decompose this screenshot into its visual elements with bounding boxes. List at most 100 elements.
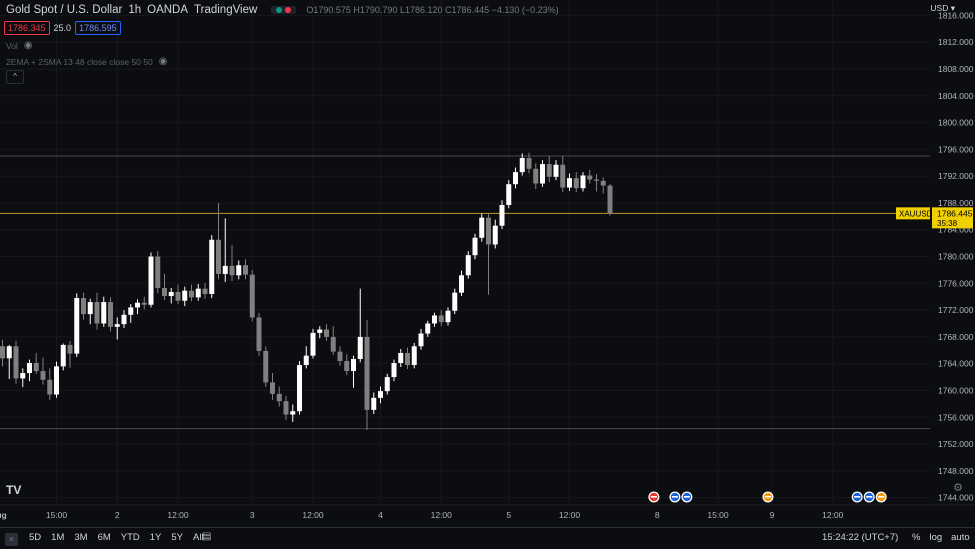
candle-body[interactable] [229,265,235,276]
candle-body[interactable] [418,333,424,347]
candle-body[interactable] [303,355,309,366]
candle-body[interactable] [330,336,336,352]
candle-body[interactable] [371,397,377,410]
candle-body[interactable] [526,158,532,169]
eye-icon[interactable]: ◉ [158,56,168,67]
candle-body[interactable] [40,371,46,380]
ma-indicator-row[interactable]: 2EMA + 2SMA 13 48 close close 50 50 ◉ [6,56,167,67]
percent-scale-toggle[interactable]: % [912,532,921,543]
candle-body[interactable] [587,175,593,180]
price-chart[interactable]: 1816.000 1812.000 1808.000 1804.000 1800.000… [0,0,975,527]
candle-body[interactable] [519,158,525,173]
candle-body[interactable] [432,315,437,324]
candle-body[interactable] [216,239,221,274]
candle-body[interactable] [465,255,471,276]
candle-body[interactable] [155,256,161,288]
auto-scale-toggle[interactable]: auto [951,532,970,543]
candle-body[interactable] [438,315,444,323]
log-scale-toggle[interactable]: log [929,532,943,543]
candle-body[interactable] [263,350,269,383]
settings-gear-icon[interactable]: ⚙ [953,482,963,494]
candle-body[interactable] [182,290,188,301]
candle-body[interactable] [243,265,248,275]
goto-date-icon[interactable]: ▤ [202,531,212,542]
interval-label[interactable]: 1h [128,4,142,16]
candle-body[interactable] [344,361,350,372]
candle-body[interactable] [445,310,451,323]
range-5d[interactable]: 5D [29,532,42,543]
candle-body[interactable] [513,172,518,185]
candle-body[interactable] [168,292,174,297]
candle-body[interactable] [135,302,140,308]
range-all[interactable]: All [193,532,204,543]
currency-menu[interactable]: USD ▾ [930,3,955,13]
candle-body[interactable] [87,302,93,315]
range-ytd[interactable]: YTD [120,532,140,543]
candle-body[interactable] [607,185,613,214]
eye-icon[interactable]: ◉ [23,40,33,51]
buy-button[interactable]: 1786.595 [75,21,121,35]
candle-body[interactable] [546,164,552,177]
collapse-indicators-button[interactable]: ^ [6,70,24,84]
candle-body[interactable] [479,217,485,238]
candle-body[interactable] [27,363,32,374]
candle-body[interactable] [492,225,498,245]
candle-body[interactable] [553,164,559,177]
candle-body[interactable] [391,363,397,378]
candle-body[interactable] [236,265,242,276]
candle-body[interactable] [141,302,147,305]
candle-body[interactable] [317,329,323,333]
candle-body[interactable] [121,314,127,325]
candle-body[interactable] [364,336,370,410]
candle-body[interactable] [222,265,228,274]
candle-body[interactable] [0,346,5,359]
candle-body[interactable] [499,204,505,226]
candle-body[interactable] [594,179,599,181]
candle-body[interactable] [290,411,296,415]
volume-indicator-row[interactable]: Vol ◉ [6,40,33,51]
candle-body[interactable] [13,346,19,379]
candle-body[interactable] [600,180,606,186]
candle-body[interactable] [398,352,404,364]
market-status[interactable] [271,6,297,14]
candle-body[interactable] [378,391,383,398]
candle-body[interactable] [148,256,154,305]
candle-body[interactable] [324,329,329,337]
candle-body[interactable] [202,288,208,295]
candle-body[interactable] [94,302,100,324]
range-3m[interactable]: 3M [74,532,88,543]
range-1m[interactable]: 1M [51,532,65,543]
candle-body[interactable] [472,237,478,256]
candle-body[interactable] [351,358,356,372]
candle-body[interactable] [425,323,431,334]
candle-body[interactable] [81,298,86,315]
candle-body[interactable] [33,363,39,372]
candle-body[interactable] [506,184,512,205]
candle-body[interactable] [6,346,12,359]
candle-body[interactable] [175,292,181,301]
candle-body[interactable] [337,351,343,362]
candle-body[interactable] [276,393,282,402]
candle-body[interactable] [74,298,80,354]
candle-body[interactable] [60,344,66,367]
candle-body[interactable] [162,287,167,297]
candle-body[interactable] [459,275,464,293]
range-5y[interactable]: 5Y [171,532,184,543]
clock-timezone[interactable]: 15:24:22 (UTC+7) [822,532,899,543]
candle-body[interactable] [114,324,120,327]
candle-body[interactable] [249,274,255,318]
candle-body[interactable] [580,175,586,189]
candle-body[interactable] [411,346,417,366]
candle-body[interactable] [452,292,458,311]
candle-body[interactable] [560,164,566,188]
candle-body[interactable] [195,288,201,298]
candle-body[interactable] [54,366,59,395]
candle-body[interactable] [20,373,26,379]
candle-body[interactable] [108,302,113,327]
candle-body[interactable] [256,317,262,351]
candle-body[interactable] [67,344,73,354]
sell-button[interactable]: 1786.345 [4,21,50,35]
range-6m[interactable]: 6M [97,532,111,543]
candle-body[interactable] [297,365,302,412]
candle-body[interactable] [384,377,390,392]
